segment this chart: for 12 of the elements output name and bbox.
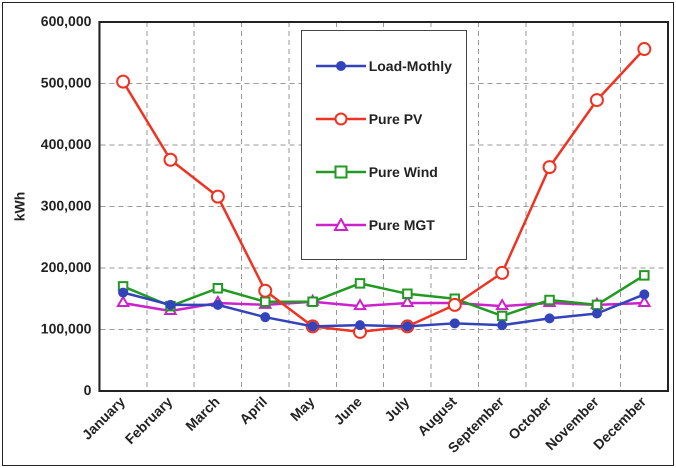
legend-label: Pure Wind xyxy=(368,164,438,180)
y-tick-label: 300,000 xyxy=(40,197,92,214)
y-axis-title: kWh xyxy=(11,192,28,222)
y-tick-label: 600,000 xyxy=(40,12,92,29)
legend-label: Pure PV xyxy=(368,110,422,126)
y-tick-label: 500,000 xyxy=(40,74,92,90)
y-tick-label: 100,000 xyxy=(40,320,92,336)
y-tick-label: 400,000 xyxy=(40,136,92,152)
legend-label: Load-Mothly xyxy=(368,58,452,74)
y-tick-label: 0 xyxy=(84,382,92,398)
legend-label: Pure MGT xyxy=(368,216,435,232)
y-tick-label: 200,000 xyxy=(40,258,92,275)
